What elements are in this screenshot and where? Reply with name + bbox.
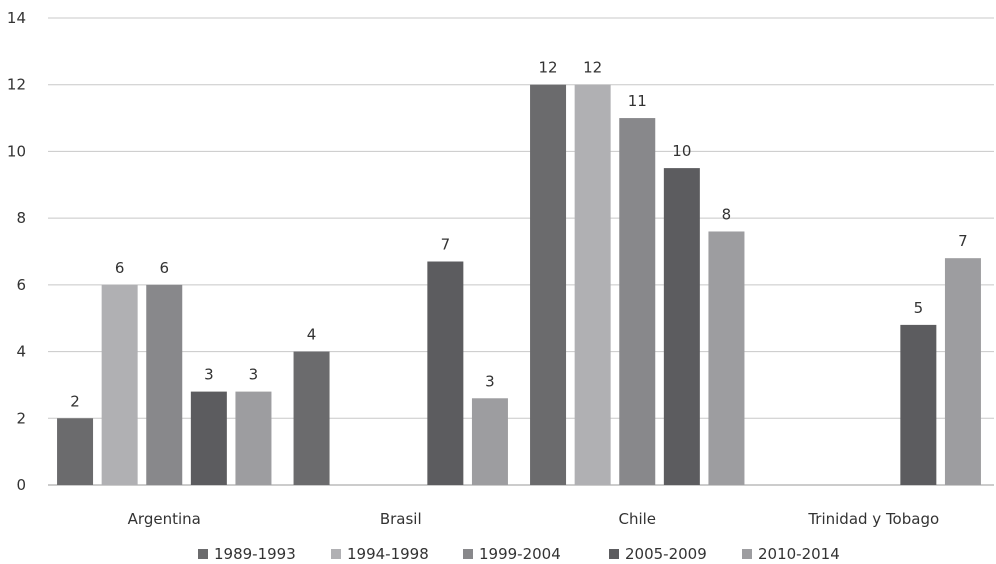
bar [235,391,272,485]
y-tick-label: 4 [16,343,26,361]
x-category-label: Trinidad y Tobago [807,510,939,528]
data-label: 7 [441,236,451,254]
data-label: 5 [914,299,924,317]
bar [944,258,981,485]
bar [427,261,464,485]
y-tick-label: 2 [16,409,26,427]
legend-swatch [463,549,473,559]
legend-label: 1999-2004 [479,545,561,563]
bar [530,84,567,485]
data-label: 12 [539,59,558,77]
bar [663,168,700,485]
x-axis-categories: Argentina Brasil Chile Trinidad y Tobago [128,510,940,528]
y-tick-label: 6 [16,276,26,294]
x-category-label: Argentina [128,510,201,528]
bar [101,284,138,485]
legend-swatch [198,549,208,559]
bar [471,398,508,485]
bar [574,84,611,485]
bar [146,284,183,485]
legend-swatch [742,549,752,559]
y-tick-label: 8 [16,209,26,227]
data-label: 7 [958,232,968,250]
legend-label: 2005-2009 [625,545,707,563]
x-category-label: Brasil [380,510,422,528]
gridlines [48,17,994,486]
bar [900,324,937,485]
y-tick-label: 12 [7,76,26,94]
legend: 1989-1993 1994-1998 1999-2004 2005-2009 2010… [198,545,840,563]
legend-label: 2010-2014 [758,545,840,563]
y-tick-label: 14 [7,9,26,27]
data-label: 6 [159,259,169,277]
data-label: 3 [485,372,495,390]
legend-swatch [609,549,619,559]
y-tick-label: 0 [16,476,26,494]
legend-label: 1994-1998 [347,545,429,563]
y-axis-ticks: 0 2 4 6 8 10 12 14 [7,9,26,494]
bar [708,231,745,485]
bar [293,351,330,485]
data-label: 12 [583,59,602,77]
x-category-label: Chile [618,510,656,528]
data-label: 4 [307,326,317,344]
data-label: 3 [204,366,214,384]
bars [57,84,981,486]
data-labels: 2 6 6 3 3 4 7 3 12 12 11 10 8 5 7 [70,59,967,411]
bar [57,418,94,485]
bar [619,118,656,486]
data-label: 2 [70,392,80,410]
legend-label: 1989-1993 [214,545,296,563]
data-label: 3 [249,366,259,384]
data-label: 11 [628,92,647,110]
data-label: 6 [115,259,125,277]
data-label: 10 [672,142,691,160]
legend-swatch [331,549,341,559]
y-tick-label: 10 [7,142,26,160]
data-label: 8 [722,205,732,223]
bar [190,391,227,485]
